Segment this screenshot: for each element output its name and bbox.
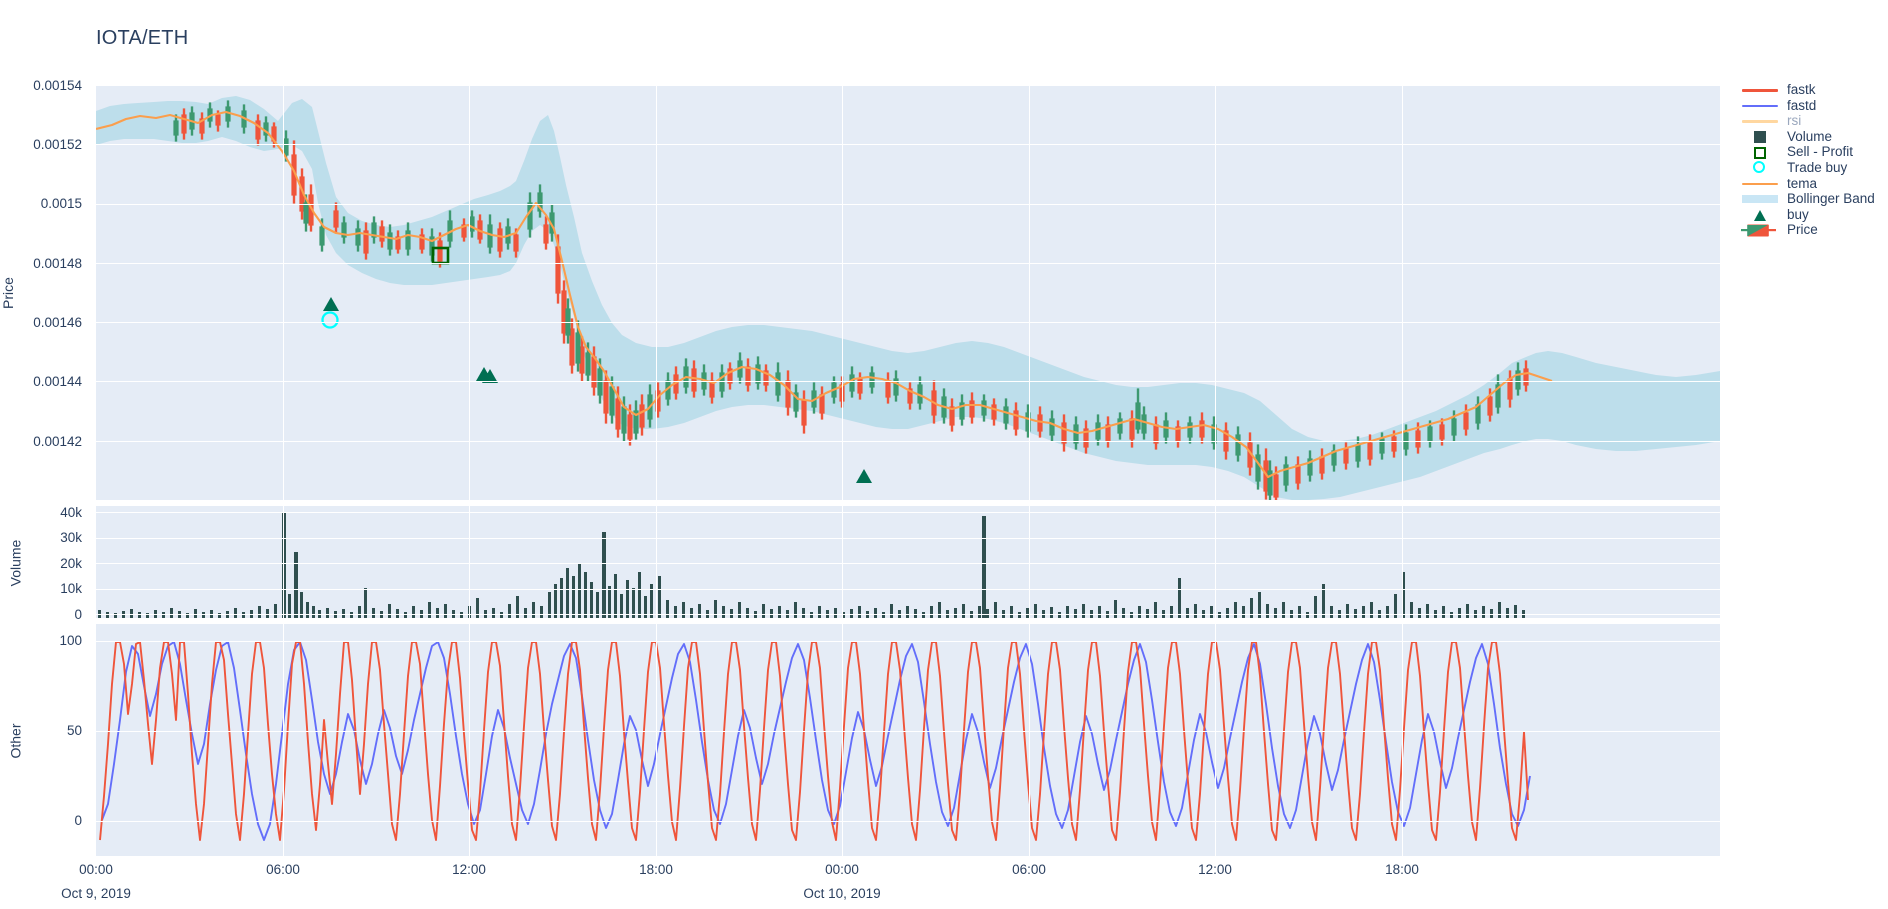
rsi-line-icon [1740, 113, 1780, 128]
sell-profit-square-open-icon [1740, 145, 1780, 160]
legend-item-fastd[interactable]: fastd [1740, 98, 1888, 114]
volume-ytick-1: 30k [60, 530, 82, 545]
bollinger-band-icon [1740, 191, 1780, 206]
legend-item-fastk[interactable]: fastk [1740, 82, 1888, 98]
xaxis-date-0: Oct 9, 2019 [61, 886, 131, 901]
fastk-line [99, 641, 1529, 841]
legend-label: Price [1787, 222, 1818, 238]
bollinger-band [96, 96, 1720, 500]
xaxis-date-1: Oct 10, 2019 [803, 886, 881, 901]
price-candle-icon [1740, 223, 1780, 238]
volume-panel [96, 506, 1720, 618]
legend-item-price[interactable]: Price [1740, 222, 1888, 238]
tema-line-icon [1740, 176, 1780, 191]
price-ytick-1: 0.00152 [33, 137, 82, 152]
legend-item-sell-profit[interactable]: Sell - Profit [1740, 144, 1888, 160]
volume-square-icon [1740, 129, 1780, 144]
legend-item-bollinger-band[interactable]: Bollinger Band [1740, 191, 1888, 207]
trade-buy-markers [321, 311, 339, 329]
other-ytick-0: 100 [59, 633, 82, 648]
xtick-6: 12:00 [1198, 862, 1232, 877]
price-plot [96, 96, 1720, 500]
other-axis-title: Other [7, 723, 24, 759]
price-ytick-4: 0.00146 [33, 315, 82, 330]
price-axis-title: Price [0, 277, 16, 309]
price-ytick-3: 0.00148 [33, 256, 82, 271]
page-title: IOTA/ETH [96, 27, 189, 49]
trade-buy-circle-open-icon [1740, 160, 1780, 175]
legend-item-trade-buy[interactable]: Trade buy [1740, 160, 1888, 176]
xtick-1: 06:00 [266, 862, 300, 877]
legend-label: rsi [1787, 113, 1802, 129]
volume-plot [98, 512, 1525, 618]
volume-ytick-0: 40k [60, 505, 82, 520]
xtick-2: 12:00 [452, 862, 486, 877]
price-ytick-6: 0.00142 [33, 434, 82, 449]
legend-item-tema[interactable]: tema [1740, 176, 1888, 192]
xtick-7: 18:00 [1385, 862, 1419, 877]
fastd-line-icon [1740, 98, 1780, 113]
xtick-3: 18:00 [639, 862, 673, 877]
xtick-5: 06:00 [1012, 862, 1046, 877]
fastd-line [101, 641, 1531, 841]
volume-ytick-3: 10k [60, 581, 82, 596]
legend-label: Sell - Profit [1787, 144, 1854, 160]
legend-label: Trade buy [1787, 159, 1848, 175]
legend-label: Bollinger Band [1787, 191, 1875, 207]
legend-item-rsi[interactable]: rsi [1740, 113, 1888, 129]
legend-label: fastk [1787, 82, 1816, 97]
volume-bars [98, 512, 1525, 618]
legend-item-buy[interactable]: buy [1740, 207, 1888, 223]
other-plot [99, 641, 1531, 841]
legend: fastk fastd rsi Volume Sell - Profit Tra… [1740, 82, 1888, 238]
buy-triangle-icon [1740, 207, 1780, 222]
legend-label: Volume [1787, 128, 1833, 144]
other-panel [96, 624, 1720, 856]
volume-ytick-4: 0 [74, 607, 82, 622]
price-panel [96, 85, 1720, 500]
volume-axis-title: Volume [7, 539, 24, 587]
xtick-4: 00:00 [825, 862, 859, 877]
legend-label: fastd [1787, 97, 1817, 113]
other-ytick-1: 50 [66, 723, 82, 738]
buy-markers [323, 297, 872, 483]
volume-ytick-2: 20k [60, 556, 82, 571]
legend-item-volume[interactable]: Volume [1740, 129, 1888, 145]
legend-label: buy [1787, 206, 1809, 222]
price-ytick-0: 0.00154 [33, 78, 82, 93]
price-ytick-2: 0.0015 [40, 196, 82, 211]
tema-line [96, 110, 1553, 479]
price-ytick-5: 0.00144 [33, 374, 82, 389]
fastk-line-icon [1740, 82, 1780, 97]
legend-label: tema [1787, 175, 1818, 191]
other-ytick-2: 0 [74, 813, 82, 828]
xtick-0: 00:00 [79, 862, 113, 877]
